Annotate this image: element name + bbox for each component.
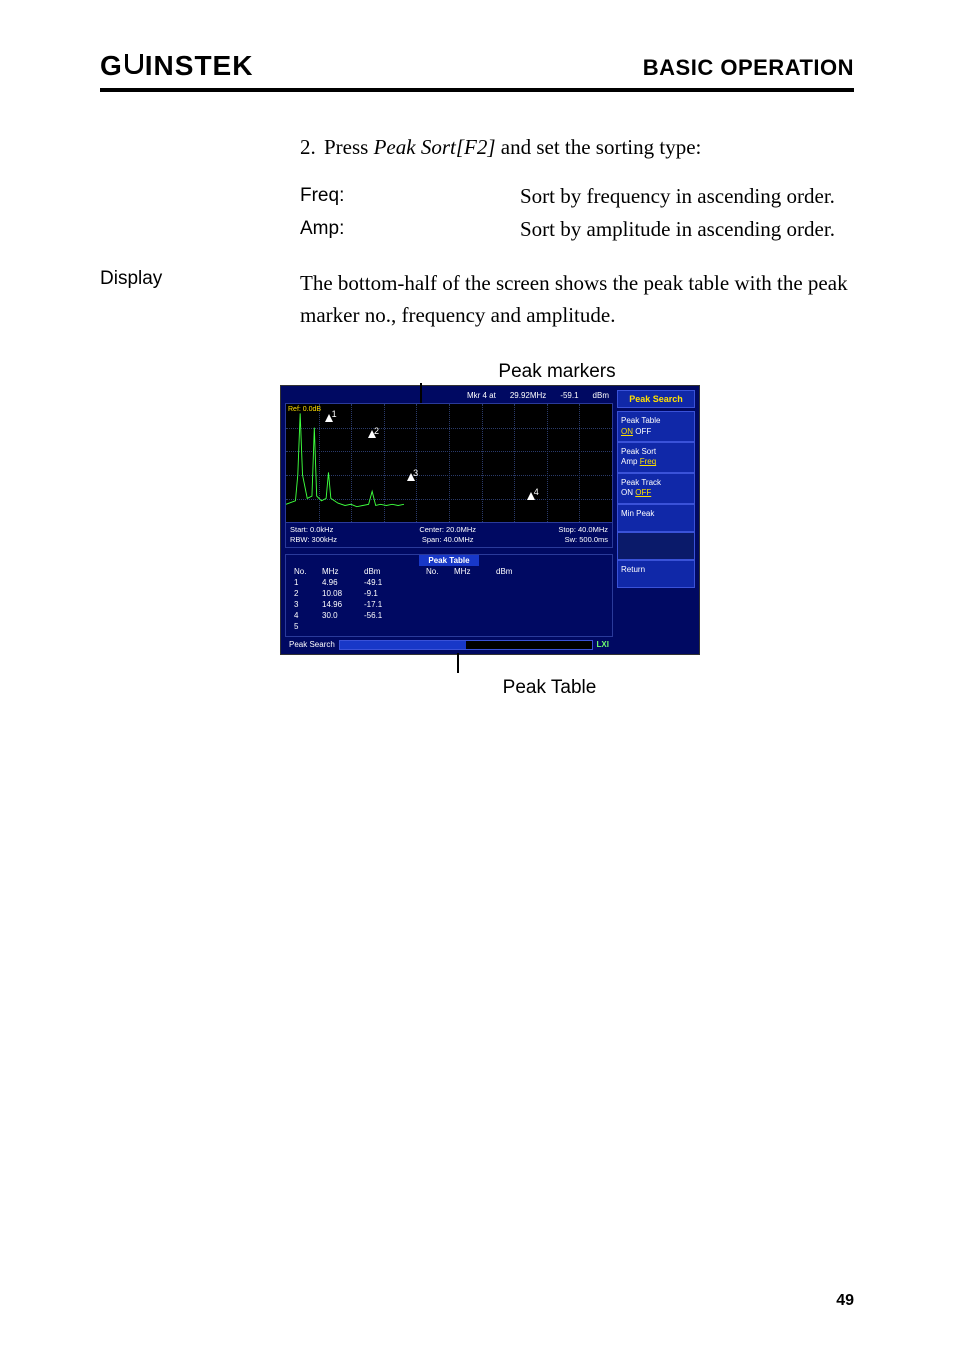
spectrum-display: Ref: 0.0dB 1 — [285, 403, 613, 523]
peak-marker-label: 2 — [374, 426, 379, 436]
softkey-button[interactable]: Peak TableON OFF — [617, 411, 695, 442]
figure-caption-top: Peak markers — [260, 361, 854, 383]
step-number: 2. — [300, 132, 324, 164]
marker-readout-bar: Mkr 4 at 29.92MHz -59.1 dBm — [285, 390, 613, 401]
section-title: BASIC OPERATION — [643, 55, 854, 81]
lxi-badge: LXI — [597, 640, 609, 649]
step-row: 2. Press Peak Sort[F2] and set the sorti… — [100, 132, 854, 248]
definition-list: Freq: Sort by frequency in ascending ord… — [300, 182, 854, 245]
peak-marker-label: 3 — [413, 468, 418, 478]
softkey-button[interactable] — [617, 532, 695, 560]
peak-table-row: 314.96-17.1 — [292, 599, 606, 610]
softkey-menu: Peak Search Peak TableON OFFPeak SortAmp… — [617, 390, 695, 650]
def-desc: Sort by amplitude in ascending order. — [520, 215, 854, 244]
menu-title: Peak Search — [617, 390, 695, 408]
page-number: 49 — [836, 1292, 854, 1310]
page-header: G INSTEK BASIC OPERATION — [100, 50, 854, 92]
callout-line-top — [420, 383, 422, 405]
display-text: The bottom-half of the screen shows the … — [300, 268, 854, 331]
def-desc: Sort by frequency in ascending order. — [520, 182, 854, 211]
brand-logo: G INSTEK — [100, 50, 253, 82]
logo-u-icon — [125, 54, 143, 74]
status-bar: Peak Search LXI — [285, 637, 613, 650]
peak-table-panel: Peak Table No. MHz dBm No. MHz dBm 14.96… — [285, 554, 613, 637]
peak-table-row: 210.08-9.1 — [292, 588, 606, 599]
step-text: Press Peak Sort[F2] and set the sorting … — [324, 132, 701, 164]
peak-table-row: 430.0-56.1 — [292, 610, 606, 621]
softkey-button[interactable]: Peak SortAmp Freq — [617, 442, 695, 473]
peak-table-row: 14.96-49.1 — [292, 577, 606, 588]
axis-readout: Start: 0.0kHz RBW: 300kHz Center: 20.0MH… — [285, 523, 613, 548]
callout-line-bottom — [457, 653, 459, 673]
def-term: Amp: — [300, 215, 520, 244]
peak-table-title: Peak Table — [419, 555, 479, 566]
logo-text: INSTEK — [145, 50, 254, 82]
sweep-progress — [339, 640, 593, 650]
device-screenshot: Mkr 4 at 29.92MHz -59.1 dBm Ref: 0.0dB — [280, 385, 700, 655]
display-row: Display The bottom-half of the screen sh… — [100, 268, 854, 331]
figure: Mkr 4 at 29.92MHz -59.1 dBm Ref: 0.0dB — [280, 385, 854, 655]
figure-caption-bottom: Peak Table — [245, 677, 854, 699]
peak-table-header: No. MHz dBm No. MHz dBm — [292, 566, 606, 577]
softkey-button[interactable]: Min Peak — [617, 504, 695, 532]
peak-table-row: 5 — [292, 621, 606, 632]
def-term: Freq: — [300, 182, 520, 211]
softkey-button[interactable]: Peak TrackON OFF — [617, 473, 695, 504]
softkey-button[interactable]: Return — [617, 560, 695, 588]
peak-marker-label: 4 — [534, 487, 539, 497]
peak-marker-label: 1 — [332, 409, 337, 419]
mode-label: Peak Search — [289, 640, 335, 649]
row-label: Display — [100, 268, 300, 331]
logo-letter: G — [100, 50, 123, 82]
spectrum-trace — [286, 404, 404, 522]
